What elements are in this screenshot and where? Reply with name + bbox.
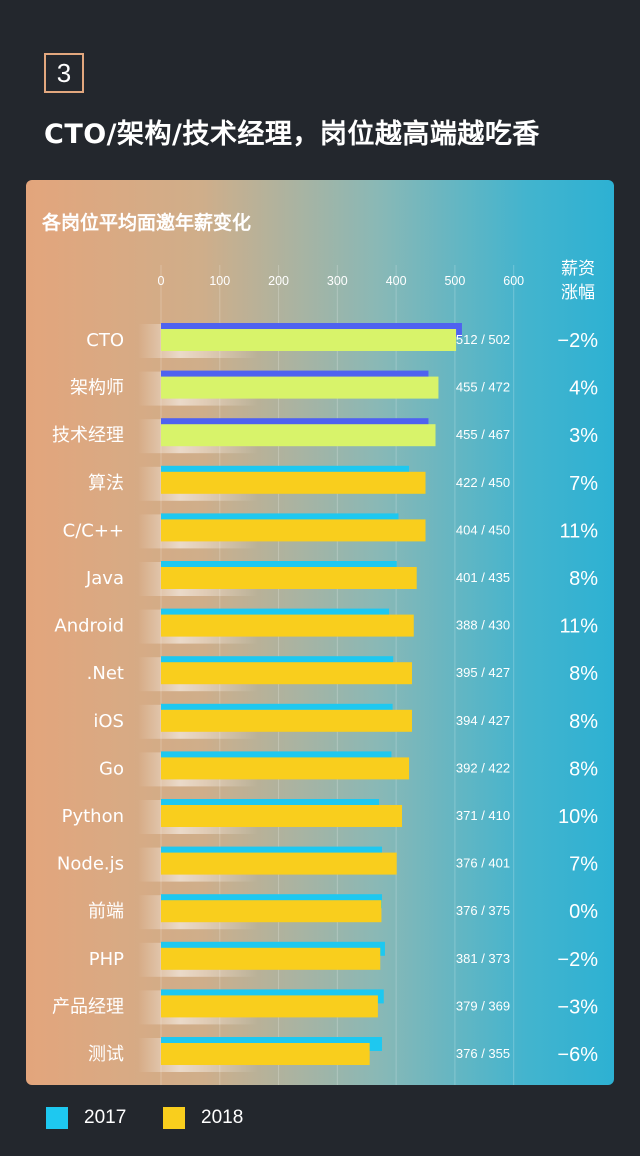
value-label: 401 / 435 bbox=[456, 570, 510, 585]
page-headline: CTO/架构/技术经理，岗位越高端越吃香 bbox=[44, 119, 540, 150]
change-value: 7% bbox=[569, 473, 598, 495]
bar-2018 bbox=[161, 614, 414, 637]
bar-2018 bbox=[161, 329, 457, 351]
bar-2018 bbox=[161, 662, 412, 685]
legend-item-2017: 2017 bbox=[46, 1104, 126, 1132]
value-label: 394 / 427 bbox=[456, 713, 510, 728]
category-label: CTO bbox=[86, 330, 124, 351]
change-value: 8% bbox=[569, 663, 598, 685]
value-label: 376 / 401 bbox=[456, 856, 510, 871]
legend-label-2017: 2017 bbox=[84, 1107, 127, 1128]
change-value: 7% bbox=[569, 854, 598, 876]
category-label: iOS bbox=[93, 711, 124, 732]
bar-2018 bbox=[161, 709, 412, 732]
x-tick-label: 500 bbox=[444, 274, 465, 288]
value-label: 404 / 450 bbox=[456, 522, 510, 537]
change-value: −2% bbox=[557, 949, 598, 971]
value-label: 422 / 450 bbox=[456, 475, 510, 490]
category-label: .Net bbox=[87, 663, 124, 684]
category-label: C/C++ bbox=[63, 520, 124, 541]
category-label: 产品经理 bbox=[52, 996, 124, 1017]
change-value: 8% bbox=[569, 758, 598, 780]
value-label: 455 / 467 bbox=[456, 427, 510, 442]
category-label: 算法 bbox=[88, 473, 124, 494]
bar-2018 bbox=[161, 852, 397, 875]
x-tick-label: 200 bbox=[268, 274, 289, 288]
change-value: −3% bbox=[557, 996, 598, 1018]
change-value: 3% bbox=[569, 425, 598, 447]
x-tick-label: 100 bbox=[209, 274, 230, 288]
category-label: 架构师 bbox=[70, 378, 124, 399]
category-label: 测试 bbox=[88, 1044, 124, 1065]
bar-2018 bbox=[161, 947, 381, 970]
change-value: 4% bbox=[569, 378, 598, 400]
bar-2018 bbox=[161, 1043, 370, 1065]
change-header-line1: 薪资 bbox=[561, 259, 595, 279]
change-value: 0% bbox=[569, 901, 598, 923]
x-tick-label: 300 bbox=[327, 274, 348, 288]
value-label: 376 / 355 bbox=[456, 1046, 510, 1061]
category-label: Java bbox=[85, 568, 124, 589]
bar-2018 bbox=[161, 757, 410, 780]
change-value: −6% bbox=[557, 1044, 598, 1066]
category-label: PHP bbox=[89, 949, 124, 970]
chart-card: 各岗位平均面邀年薪变化 0 100 200 300 400 500 600 薪资涨幅 CTO 51… bbox=[26, 180, 614, 1085]
x-tick-label: 400 bbox=[386, 274, 407, 288]
value-label: 388 / 430 bbox=[456, 618, 510, 633]
section-number-badge: 3 bbox=[44, 53, 84, 93]
change-value: −2% bbox=[557, 330, 598, 352]
value-label: 379 / 369 bbox=[456, 998, 510, 1013]
category-label: Go bbox=[99, 758, 124, 779]
category-label: 前端 bbox=[88, 901, 124, 922]
category-label: Python bbox=[62, 806, 124, 827]
bar-2018 bbox=[161, 805, 402, 827]
change-value: 8% bbox=[569, 568, 598, 590]
value-label: 512 / 502 bbox=[456, 332, 510, 347]
bar-2018 bbox=[161, 995, 378, 1018]
value-label: 455 / 472 bbox=[456, 380, 510, 395]
value-label: 395 / 427 bbox=[456, 665, 510, 680]
x-tick-label: 600 bbox=[503, 274, 524, 288]
bar-2018 bbox=[161, 567, 417, 589]
legend-swatch-2018 bbox=[163, 1107, 185, 1129]
legend-label-2018: 2018 bbox=[201, 1107, 244, 1128]
value-label: 376 / 375 bbox=[456, 903, 510, 918]
value-label: 392 / 422 bbox=[456, 760, 510, 775]
change-value: 11% bbox=[559, 616, 598, 638]
change-value: 11% bbox=[559, 520, 598, 542]
x-tick-label: 0 bbox=[158, 274, 165, 288]
bar-2018 bbox=[161, 471, 426, 494]
chart-title: 各岗位平均面邀年薪变化 bbox=[42, 212, 252, 234]
bar-2018 bbox=[161, 424, 436, 447]
change-header-line2: 涨幅 bbox=[561, 283, 595, 303]
value-label: 371 / 410 bbox=[456, 808, 510, 823]
value-label: 381 / 373 bbox=[456, 951, 510, 966]
legend-swatch-2017 bbox=[46, 1107, 68, 1129]
bar-2018 bbox=[161, 900, 382, 923]
change-value: 8% bbox=[569, 711, 598, 733]
category-label: Node.js bbox=[57, 854, 124, 875]
bar-2018 bbox=[161, 376, 439, 399]
category-label: Android bbox=[54, 616, 124, 637]
category-label: 技术经理 bbox=[52, 425, 124, 446]
bar-2018 bbox=[161, 519, 426, 542]
legend-item-2018: 2018 bbox=[163, 1104, 243, 1132]
change-value: 10% bbox=[558, 806, 598, 828]
